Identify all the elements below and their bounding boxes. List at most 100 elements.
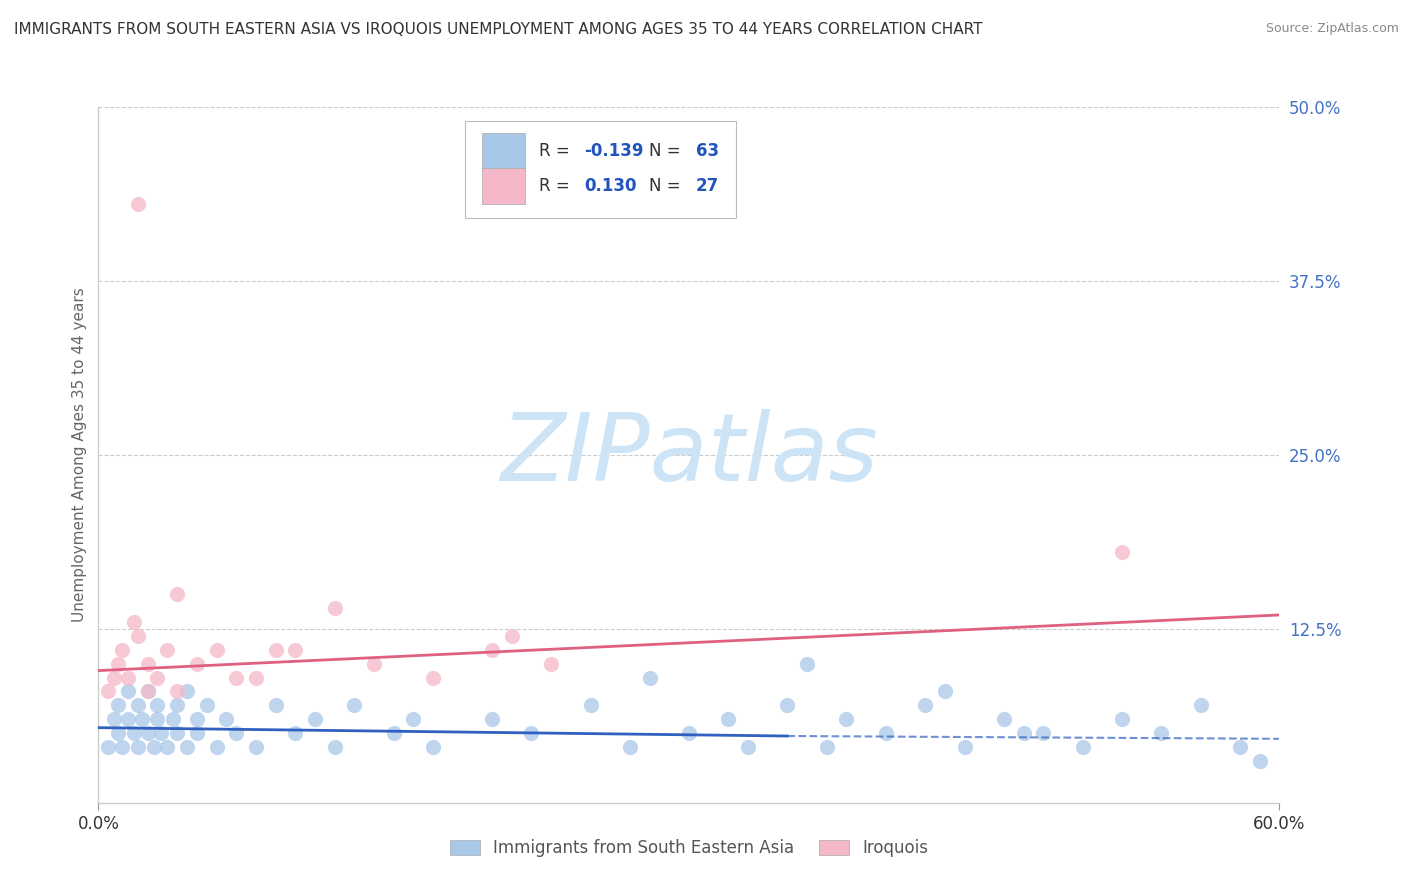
Point bbox=[382, 726, 405, 740]
Point bbox=[678, 726, 700, 740]
Point bbox=[284, 642, 307, 657]
Text: N =: N = bbox=[648, 142, 686, 160]
Point bbox=[835, 712, 858, 726]
Point bbox=[111, 740, 134, 755]
Text: 0.130: 0.130 bbox=[583, 177, 637, 194]
Point bbox=[107, 657, 129, 671]
FancyBboxPatch shape bbox=[482, 168, 524, 203]
Point bbox=[186, 726, 208, 740]
Point bbox=[136, 726, 159, 740]
Point bbox=[1111, 545, 1133, 559]
Point bbox=[205, 642, 228, 657]
Point bbox=[323, 740, 346, 755]
Point bbox=[97, 740, 120, 755]
Legend: Immigrants from South Eastern Asia, Iroquois: Immigrants from South Eastern Asia, Iroq… bbox=[443, 833, 935, 864]
Point bbox=[264, 698, 287, 713]
Point bbox=[103, 671, 125, 685]
Point bbox=[117, 684, 139, 698]
Point bbox=[156, 642, 179, 657]
Point bbox=[97, 684, 120, 698]
Point bbox=[122, 615, 145, 629]
Point bbox=[245, 671, 267, 685]
Point bbox=[934, 684, 956, 698]
Point bbox=[225, 726, 247, 740]
Point bbox=[146, 698, 169, 713]
Point bbox=[195, 698, 218, 713]
Point bbox=[343, 698, 366, 713]
Point bbox=[717, 712, 740, 726]
Point bbox=[1189, 698, 1212, 713]
Point bbox=[150, 726, 173, 740]
Point bbox=[186, 657, 208, 671]
Point bbox=[156, 740, 179, 755]
Point bbox=[638, 671, 661, 685]
Point bbox=[422, 740, 444, 755]
Point bbox=[146, 671, 169, 685]
Point bbox=[540, 657, 562, 671]
Point bbox=[579, 698, 602, 713]
Point bbox=[875, 726, 897, 740]
Point bbox=[993, 712, 1015, 726]
Point bbox=[225, 671, 247, 685]
Point bbox=[111, 642, 134, 657]
FancyBboxPatch shape bbox=[482, 133, 524, 169]
Point bbox=[776, 698, 799, 713]
Point bbox=[107, 726, 129, 740]
Point bbox=[323, 601, 346, 615]
Point bbox=[1012, 726, 1035, 740]
Point bbox=[245, 740, 267, 755]
Point bbox=[501, 629, 523, 643]
Point bbox=[619, 740, 641, 755]
Point bbox=[796, 657, 818, 671]
Point bbox=[117, 671, 139, 685]
Point bbox=[1150, 726, 1173, 740]
Point bbox=[176, 740, 198, 755]
Text: IMMIGRANTS FROM SOUTH EASTERN ASIA VS IROQUOIS UNEMPLOYMENT AMONG AGES 35 TO 44 : IMMIGRANTS FROM SOUTH EASTERN ASIA VS IR… bbox=[14, 22, 983, 37]
Point bbox=[136, 657, 159, 671]
Point bbox=[166, 698, 188, 713]
Point bbox=[136, 684, 159, 698]
Point bbox=[737, 740, 759, 755]
Point bbox=[953, 740, 976, 755]
Text: -0.139: -0.139 bbox=[583, 142, 644, 160]
Point bbox=[1249, 754, 1271, 768]
Point bbox=[166, 587, 188, 601]
Point bbox=[815, 740, 838, 755]
Point bbox=[122, 726, 145, 740]
Point bbox=[131, 712, 153, 726]
Y-axis label: Unemployment Among Ages 35 to 44 years: Unemployment Among Ages 35 to 44 years bbox=[72, 287, 87, 623]
Point bbox=[176, 684, 198, 698]
Point bbox=[914, 698, 936, 713]
Point bbox=[402, 712, 425, 726]
Point bbox=[363, 657, 385, 671]
Point bbox=[107, 698, 129, 713]
Point bbox=[264, 642, 287, 657]
Point bbox=[1032, 726, 1054, 740]
Point bbox=[166, 684, 188, 698]
Point bbox=[117, 712, 139, 726]
Text: ZIPatlas: ZIPatlas bbox=[501, 409, 877, 500]
Point bbox=[520, 726, 543, 740]
Text: R =: R = bbox=[538, 142, 575, 160]
Point bbox=[1229, 740, 1251, 755]
Point bbox=[162, 712, 184, 726]
Point bbox=[127, 197, 149, 211]
Point bbox=[304, 712, 326, 726]
Point bbox=[127, 698, 149, 713]
Point bbox=[284, 726, 307, 740]
Point bbox=[166, 726, 188, 740]
Text: N =: N = bbox=[648, 177, 686, 194]
Point bbox=[481, 712, 503, 726]
Point bbox=[136, 684, 159, 698]
Point bbox=[186, 712, 208, 726]
Text: Source: ZipAtlas.com: Source: ZipAtlas.com bbox=[1265, 22, 1399, 36]
FancyBboxPatch shape bbox=[464, 121, 737, 219]
Text: 63: 63 bbox=[696, 142, 718, 160]
Point bbox=[127, 629, 149, 643]
Point bbox=[205, 740, 228, 755]
Point bbox=[1071, 740, 1094, 755]
Point bbox=[215, 712, 238, 726]
Point bbox=[422, 671, 444, 685]
Point bbox=[481, 642, 503, 657]
Point bbox=[127, 740, 149, 755]
